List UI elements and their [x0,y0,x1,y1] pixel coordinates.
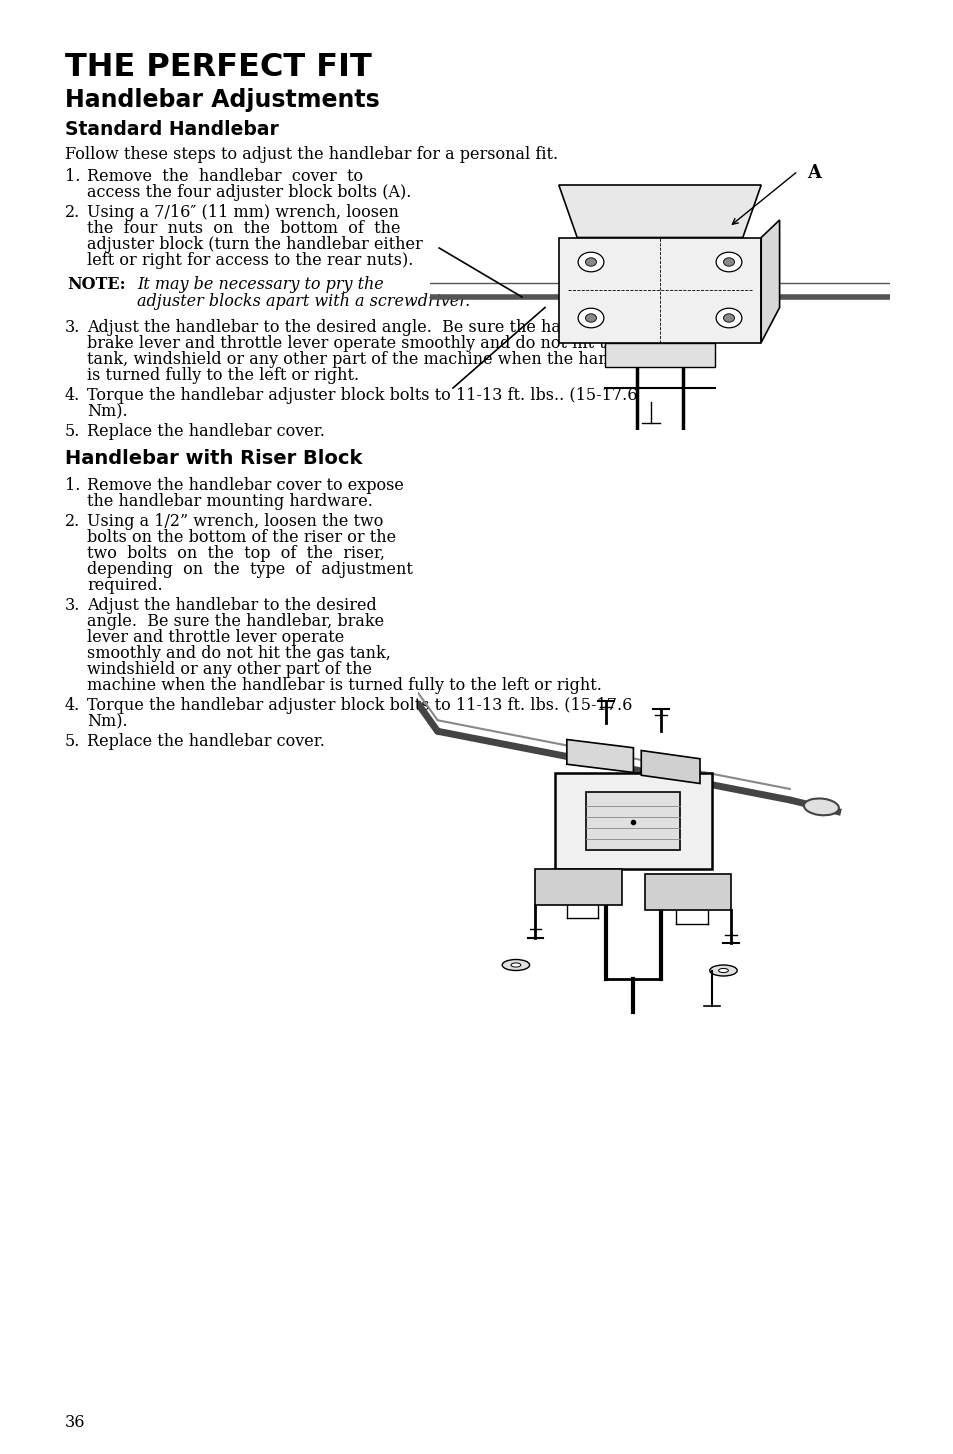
Ellipse shape [803,798,838,816]
Text: Standard Handlebar: Standard Handlebar [65,121,278,140]
Circle shape [578,308,603,327]
Text: two  bolts  on  the  top  of  the  riser,: two bolts on the top of the riser, [87,545,385,563]
Circle shape [585,314,596,323]
Text: 4.: 4. [65,387,80,404]
Text: angle.  Be sure the handlebar, brake: angle. Be sure the handlebar, brake [87,614,384,630]
Text: Handlebar with Riser Block: Handlebar with Riser Block [65,449,362,468]
Text: 5.: 5. [65,733,80,750]
Text: tank, windshield or any other part of the machine when the handlebar: tank, windshield or any other part of th… [87,350,660,368]
Text: Using a 1/2” wrench, loosen the two: Using a 1/2” wrench, loosen the two [87,513,383,531]
Text: 4.: 4. [65,696,80,714]
Text: depending  on  the  type  of  adjustment: depending on the type of adjustment [87,561,413,579]
Text: the handlebar mounting hardware.: the handlebar mounting hardware. [87,493,373,510]
Text: 3.: 3. [65,598,80,614]
Text: brake lever and throttle lever operate smoothly and do not hit the gas: brake lever and throttle lever operate s… [87,334,659,352]
Polygon shape [558,185,760,237]
Text: 1.: 1. [65,169,80,185]
Text: Remove  the  handlebar  cover  to: Remove the handlebar cover to [87,169,363,185]
Text: Using a 7/16″ (11 mm) wrench, loosen: Using a 7/16″ (11 mm) wrench, loosen [87,204,398,221]
Text: Replace the handlebar cover.: Replace the handlebar cover. [87,733,325,750]
Ellipse shape [511,963,520,967]
Text: THE PERFECT FIT: THE PERFECT FIT [65,52,372,83]
Polygon shape [558,237,760,343]
Text: 5.: 5. [65,423,80,441]
Text: adjuster block (turn the handlebar either: adjuster block (turn the handlebar eithe… [87,236,422,253]
Circle shape [722,257,734,266]
Polygon shape [566,740,633,772]
Circle shape [585,257,596,266]
Text: A: A [806,164,821,182]
Text: NOTE:: NOTE: [67,276,126,294]
Polygon shape [555,772,711,868]
Ellipse shape [501,960,529,970]
Text: 3.: 3. [65,318,80,336]
Text: 2.: 2. [65,513,80,531]
Polygon shape [760,220,779,343]
Circle shape [716,252,741,272]
Text: access the four adjuster block bolts (A).: access the four adjuster block bolts (A)… [87,185,411,201]
Polygon shape [640,750,700,784]
Text: bolts on the bottom of the riser or the: bolts on the bottom of the riser or the [87,529,395,547]
Text: smoothly and do not hit the gas tank,: smoothly and do not hit the gas tank, [87,646,391,662]
Text: Adjust the handlebar to the desired: Adjust the handlebar to the desired [87,598,376,614]
Text: left or right for access to the rear nuts).: left or right for access to the rear nut… [87,252,413,269]
Text: Handlebar Adjustments: Handlebar Adjustments [65,89,379,112]
Text: Nm).: Nm). [87,712,128,730]
Text: required.: required. [87,577,162,595]
Polygon shape [604,343,715,366]
Text: Nm).: Nm). [87,403,128,420]
Text: adjuster blocks apart with a screwdriver.: adjuster blocks apart with a screwdriver… [137,294,470,310]
Text: Torque the handlebar adjuster block bolts to 11-13 ft. lbs.. (15-17.6: Torque the handlebar adjuster block bolt… [87,387,637,404]
Text: machine when the handlebar is turned fully to the left or right.: machine when the handlebar is turned ful… [87,678,601,694]
Polygon shape [535,868,621,904]
Ellipse shape [709,965,737,976]
Circle shape [716,308,741,327]
Text: It may be necessary to pry the: It may be necessary to pry the [137,276,383,294]
Text: 36: 36 [65,1413,86,1431]
Text: Adjust the handlebar to the desired angle.  Be sure the handlebar,: Adjust the handlebar to the desired angl… [87,318,626,336]
Ellipse shape [718,968,728,973]
Text: is turned fully to the left or right.: is turned fully to the left or right. [87,366,358,384]
Text: Replace the handlebar cover.: Replace the handlebar cover. [87,423,325,441]
Text: Follow these steps to adjust the handlebar for a personal fit.: Follow these steps to adjust the handleb… [65,145,558,163]
Text: 1.: 1. [65,477,80,494]
Text: lever and throttle lever operate: lever and throttle lever operate [87,630,344,646]
Polygon shape [644,874,731,910]
Text: Remove the handlebar cover to expose: Remove the handlebar cover to expose [87,477,403,494]
Text: Torque the handlebar adjuster block bolts to 11-13 ft. lbs. (15-17.6: Torque the handlebar adjuster block bolt… [87,696,632,714]
Text: the  four  nuts  on  the  bottom  of  the: the four nuts on the bottom of the [87,220,400,237]
Polygon shape [586,792,679,849]
Text: 2.: 2. [65,204,80,221]
Circle shape [722,314,734,323]
Circle shape [578,252,603,272]
Text: windshield or any other part of the: windshield or any other part of the [87,662,372,678]
